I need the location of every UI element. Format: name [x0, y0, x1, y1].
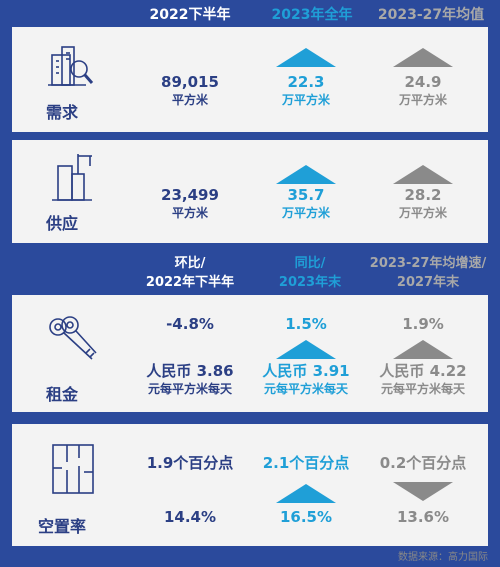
rent-col2-value: 人民币 3.91 — [262, 362, 350, 380]
triangle-up-icon — [276, 165, 336, 184]
rent-col3-value: 人民币 4.22 — [379, 362, 467, 380]
triangle-up-icon — [276, 48, 336, 67]
demand-col1-value: 89,015 — [161, 73, 219, 91]
supply-col2-value: 35.7 — [287, 186, 325, 204]
rent-col3-change: 1.9% — [402, 315, 444, 333]
triangle-up-icon — [393, 340, 453, 359]
header2-col1: 环比/ 2022年下半年 — [130, 254, 250, 292]
demand-col2: 22.3 万平方米 — [246, 73, 366, 109]
vacancy-col3-value: 13.6% — [396, 508, 450, 526]
supply-col1-unit: 平方米 — [171, 206, 208, 220]
data-source: 数据来源：高力国际 — [398, 552, 488, 563]
supply-panel: 供应 23,499 平方米 35.7 万平方米 28.2 万平方米 — [12, 140, 488, 243]
header2-col1-line2: 2022年下半年 — [145, 275, 235, 290]
keys-icon — [49, 316, 97, 360]
rent-col3-unit: 元每平方米每天 — [380, 382, 465, 396]
header1-col3: 2023-27年均值 — [377, 7, 485, 23]
building-crane-icon — [52, 154, 92, 201]
header2-col2: 同比/ 2023年末 — [250, 254, 370, 292]
header2-col3: 2023-27年均增速/ 2027年末 — [356, 254, 500, 292]
rent-col3: 人民币 4.22 元每平方米每天 — [357, 362, 489, 398]
demand-col3-value: 24.9 — [404, 73, 442, 91]
rent-col1: 人民币 3.86 元每平方米每天 — [124, 362, 256, 398]
rent-col2: 人民币 3.91 元每平方米每天 — [240, 362, 372, 398]
building-magnifier-icon — [48, 46, 94, 86]
rent-panel: 租金 -4.8% 人民币 3.86 元每平方米每天 1.5% 人民币 3.91 … — [12, 295, 488, 412]
supply-col3: 28.2 万平方米 — [363, 186, 483, 222]
demand-col1: 89,015 平方米 — [130, 73, 250, 109]
vacancy-col2-value: 16.5% — [279, 508, 333, 526]
triangle-down-icon — [393, 482, 453, 501]
supply-col2: 35.7 万平方米 — [246, 186, 366, 222]
header2-col3-line2: 2027年末 — [396, 275, 460, 290]
demand-label: 需求 — [45, 103, 78, 122]
vacancy-col3-change: 0.2个百分点 — [379, 454, 467, 472]
triangle-up-icon — [276, 340, 336, 359]
demand-col3-unit: 万平方米 — [398, 93, 447, 107]
rent-col1-unit: 元每平方米每天 — [147, 382, 232, 396]
rent-col1-value: 人民币 3.86 — [146, 362, 234, 380]
supply-col3-unit: 万平方米 — [398, 206, 447, 220]
triangle-up-icon — [276, 484, 336, 503]
header2-col3-line1: 2023-27年均增速/ — [369, 256, 487, 271]
supply-col1-value: 23,499 — [161, 186, 219, 204]
vacancy-col1-value: 14.4% — [163, 508, 217, 526]
demand-col1-unit: 平方米 — [171, 93, 208, 107]
supply-col2-unit: 万平方米 — [281, 206, 330, 220]
header1-col2: 2023年全年 — [271, 7, 353, 23]
supply-col1: 23,499 平方米 — [130, 186, 250, 222]
rent-col2-change: 1.5% — [285, 315, 327, 333]
rent-label: 租金 — [45, 385, 78, 404]
vacancy-col2-change: 2.1个百分点 — [262, 454, 350, 472]
rent-col2-unit: 元每平方米每天 — [263, 382, 348, 396]
demand-col2-unit: 万平方米 — [281, 93, 330, 107]
header2-col2-line2: 2023年末 — [278, 275, 342, 290]
supply-col3-value: 28.2 — [404, 186, 442, 204]
floorplan-icon — [52, 444, 94, 494]
supply-label: 供应 — [45, 214, 78, 233]
triangle-up-icon — [393, 165, 453, 184]
header1-col1: 2022下半年 — [149, 7, 231, 23]
vacancy-panel: 空置率 1.9个百分点 14.4% 2.1个百分点 16.5% 0.2个百分点 … — [12, 424, 488, 546]
vacancy-label: 空置率 — [37, 517, 86, 536]
header2-col2-line1: 同比/ — [294, 256, 326, 271]
rent-col1-change: -4.8% — [166, 315, 214, 333]
header2-col1-line1: 环比/ — [174, 256, 206, 271]
demand-col2-value: 22.3 — [287, 73, 325, 91]
triangle-up-icon — [393, 48, 453, 67]
demand-panel: 需求 89,015 平方米 22.3 万平方米 24.9 万平方米 — [12, 27, 488, 132]
demand-col3: 24.9 万平方米 — [363, 73, 483, 109]
vacancy-col1-change: 1.9个百分点 — [146, 454, 234, 472]
